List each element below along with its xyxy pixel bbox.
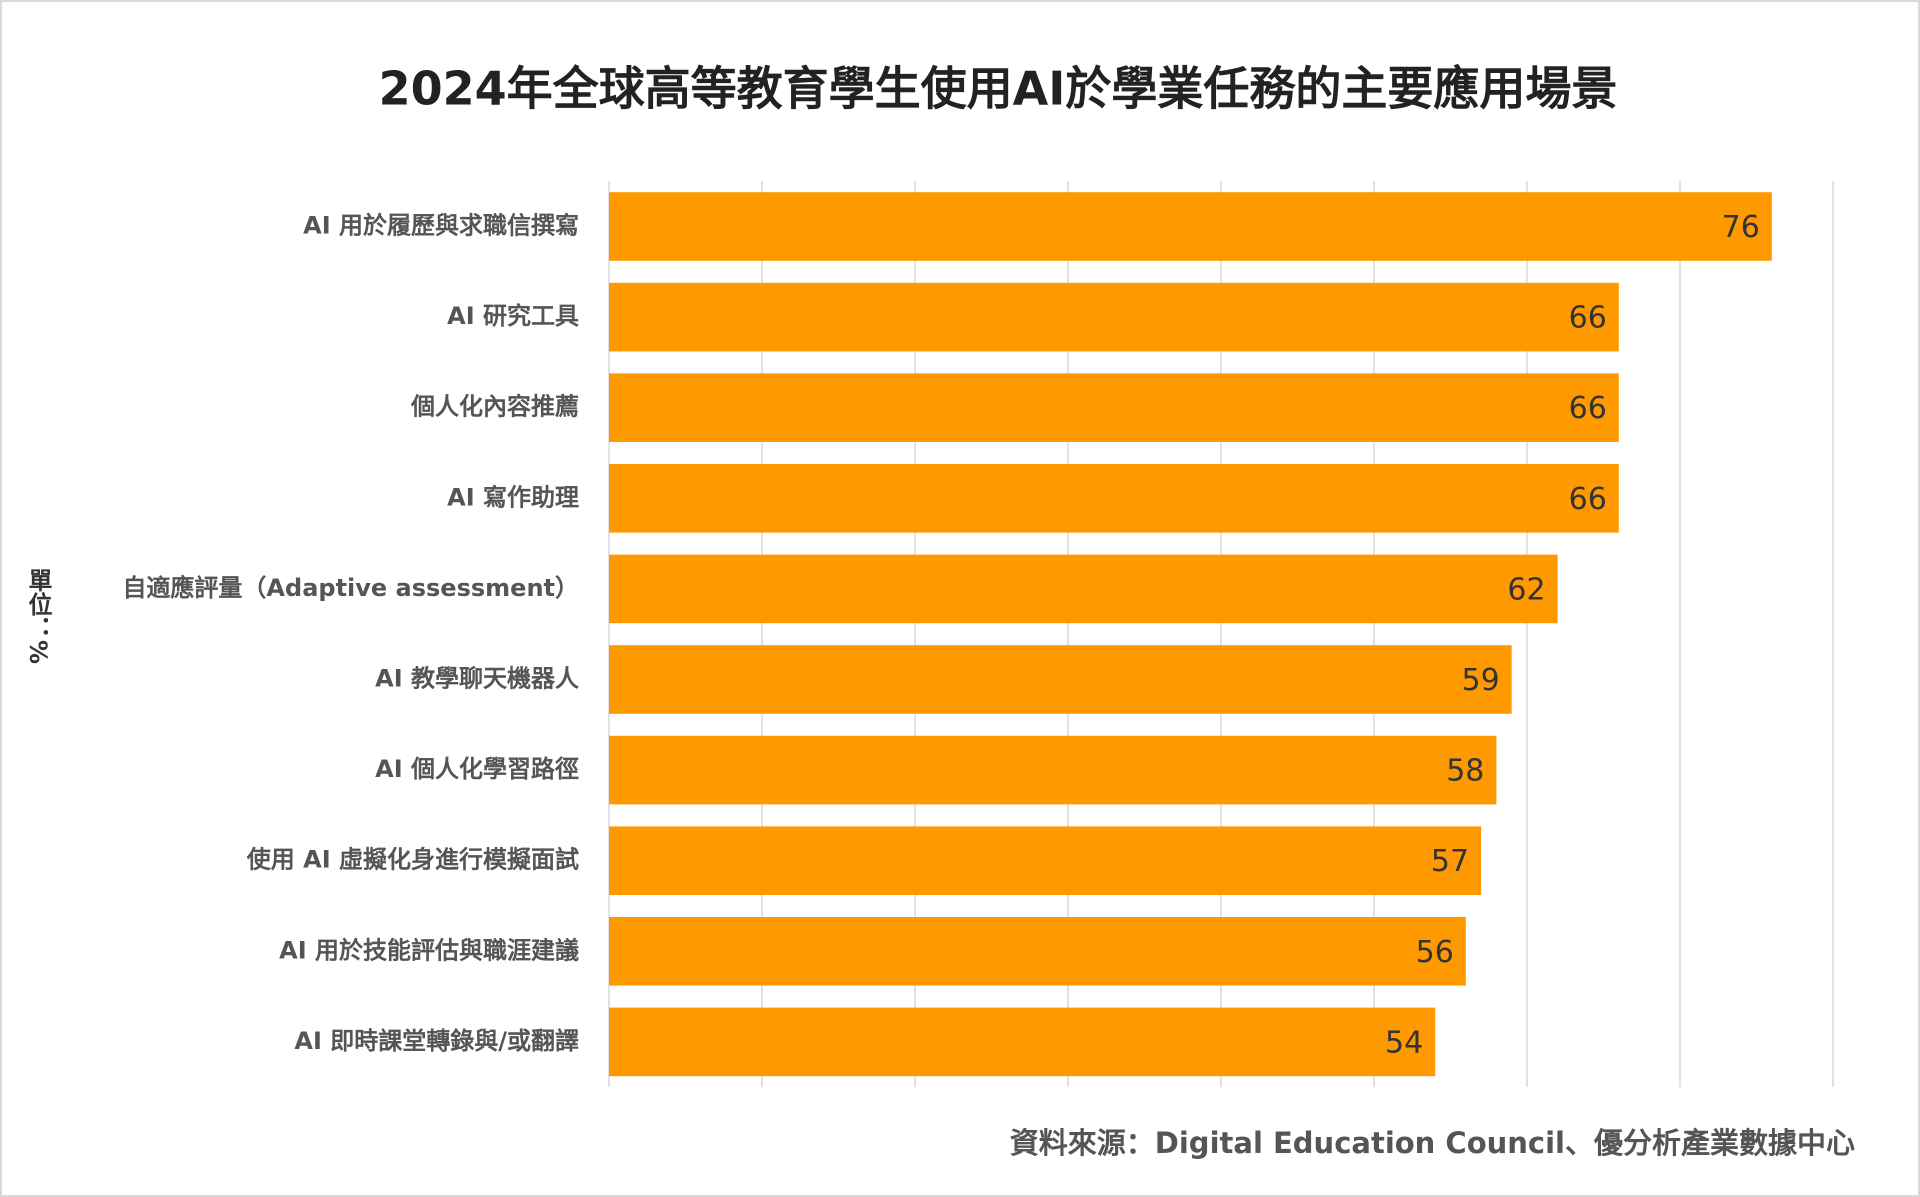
bar (609, 554, 1558, 624)
y-axis-label: 單位：% (24, 568, 52, 664)
bar (609, 373, 1619, 442)
y-tick-label: AI 即時課堂轉錄與/或翻譯 (294, 1027, 579, 1055)
value-label: 76 (1722, 210, 1760, 245)
chart-title: 2024年全球高等教育學生使用AI於學業任務的主要應用場景 (379, 62, 1618, 116)
bar (609, 826, 1482, 895)
value-label: 56 (1416, 935, 1454, 970)
y-tick-label: AI 教學聊天機器人 (375, 665, 579, 693)
value-label: 57 (1431, 844, 1469, 879)
bar (609, 282, 1619, 352)
value-label: 59 (1462, 663, 1500, 698)
bar (609, 917, 1466, 986)
y-tick-label: AI 個人化學習路徑 (375, 755, 579, 783)
y-tick-label: AI 寫作助理 (447, 483, 579, 511)
y-tick-label: 使用 AI 虛擬化身進行模擬面試 (246, 846, 579, 874)
y-tick-label: 個人化內容推薦 (410, 393, 579, 421)
bar (609, 1007, 1436, 1077)
bar (609, 735, 1497, 805)
value-label: 58 (1446, 754, 1484, 789)
value-label: 66 (1569, 391, 1607, 426)
value-label: 62 (1507, 572, 1545, 607)
source: 資料來源：Digital Education Council、優分析產業數據中心 (1010, 1126, 1855, 1160)
bar (609, 464, 1619, 533)
y-tick-label: AI 用於履歷與求職信撰寫 (303, 212, 579, 240)
value-label: 66 (1569, 301, 1607, 336)
bar (609, 645, 1512, 714)
value-label: 66 (1569, 482, 1607, 517)
y-tick-label: 自適應評量（Adaptive assessment） (122, 574, 579, 602)
y-tick-label: AI 研究工具 (447, 302, 579, 330)
bar (609, 192, 1772, 261)
value-label: 54 (1385, 1025, 1423, 1060)
y-tick-label: AI 用於技能評估與職涯建議 (279, 936, 579, 964)
